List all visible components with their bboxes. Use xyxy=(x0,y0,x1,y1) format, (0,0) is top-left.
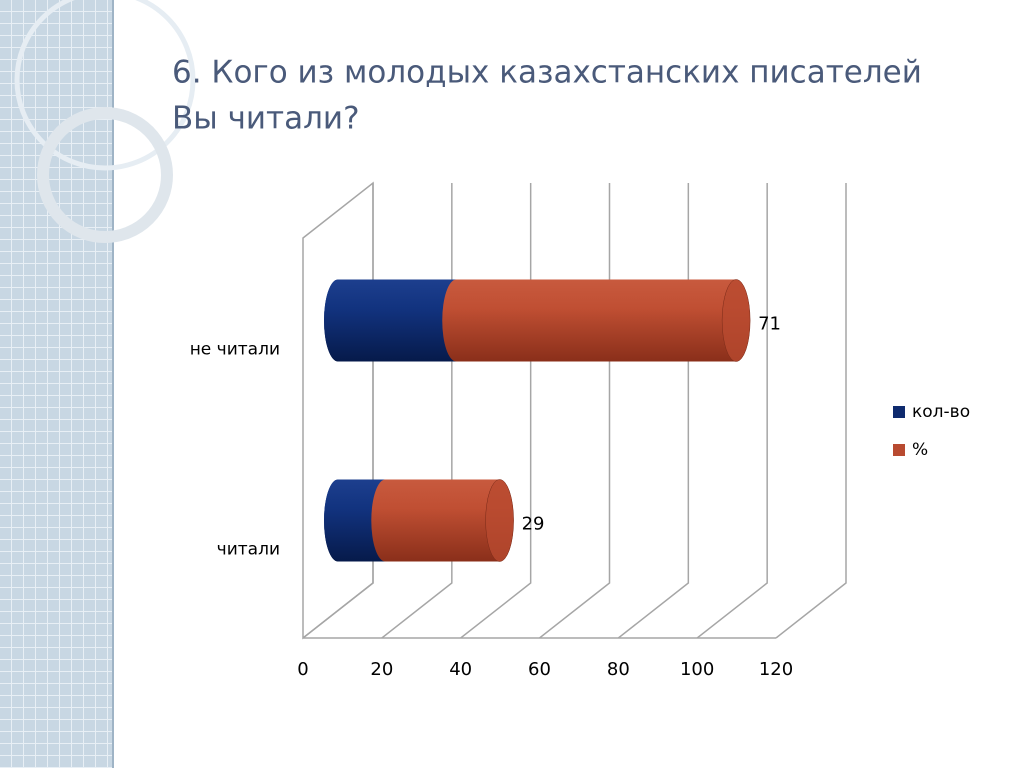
grid-line xyxy=(775,183,847,639)
x-tick-label: 100 xyxy=(680,659,714,680)
x-tick-label: 40 xyxy=(449,659,472,680)
category-label: не читали xyxy=(190,340,280,360)
category-label: читали xyxy=(217,540,280,560)
x-tick-label: 20 xyxy=(370,659,393,680)
legend-label: кол-во xyxy=(912,402,970,422)
bar xyxy=(324,279,471,362)
x-tick-label: 60 xyxy=(528,659,551,680)
grid-line xyxy=(696,183,768,639)
grid-line xyxy=(617,183,690,639)
x-tick-label: 120 xyxy=(759,659,793,680)
data-label: 71 xyxy=(758,314,781,335)
data-label: 29 xyxy=(522,514,545,535)
x-tick-label: 0 xyxy=(297,659,308,680)
bar xyxy=(442,279,751,362)
chart-title: Вы читали? xyxy=(172,101,360,137)
bar xyxy=(371,479,514,562)
legend-swatch xyxy=(893,444,905,456)
grid-line xyxy=(539,183,611,639)
grid-line xyxy=(302,183,374,639)
grid-line xyxy=(460,183,532,639)
chart-title: 6. Кого из молодых казахстанских писател… xyxy=(172,55,922,91)
left-wall xyxy=(302,181,374,640)
x-tick-label: 80 xyxy=(607,659,630,680)
deco-circle xyxy=(14,0,196,171)
legend-label: % xyxy=(912,440,928,460)
legend-swatch xyxy=(893,406,905,418)
deco-circle xyxy=(37,107,173,243)
grid-line xyxy=(381,183,453,639)
